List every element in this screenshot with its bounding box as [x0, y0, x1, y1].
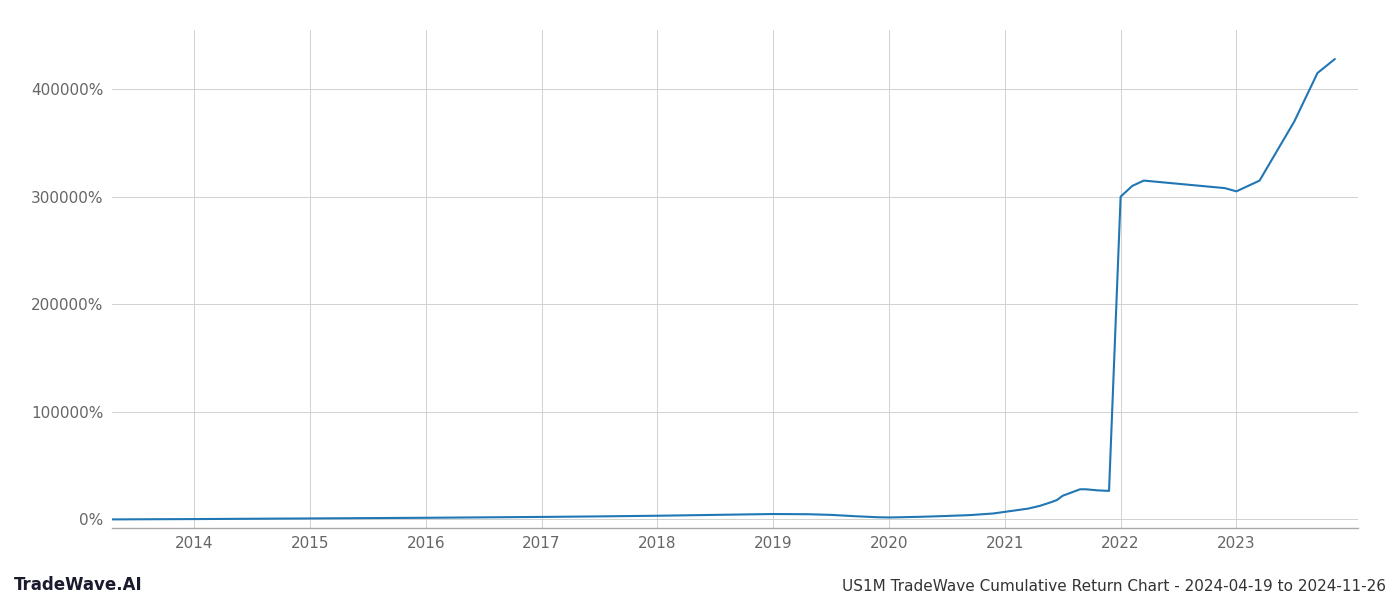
Text: US1M TradeWave Cumulative Return Chart - 2024-04-19 to 2024-11-26: US1M TradeWave Cumulative Return Chart -… — [841, 579, 1386, 594]
Text: TradeWave.AI: TradeWave.AI — [14, 576, 143, 594]
